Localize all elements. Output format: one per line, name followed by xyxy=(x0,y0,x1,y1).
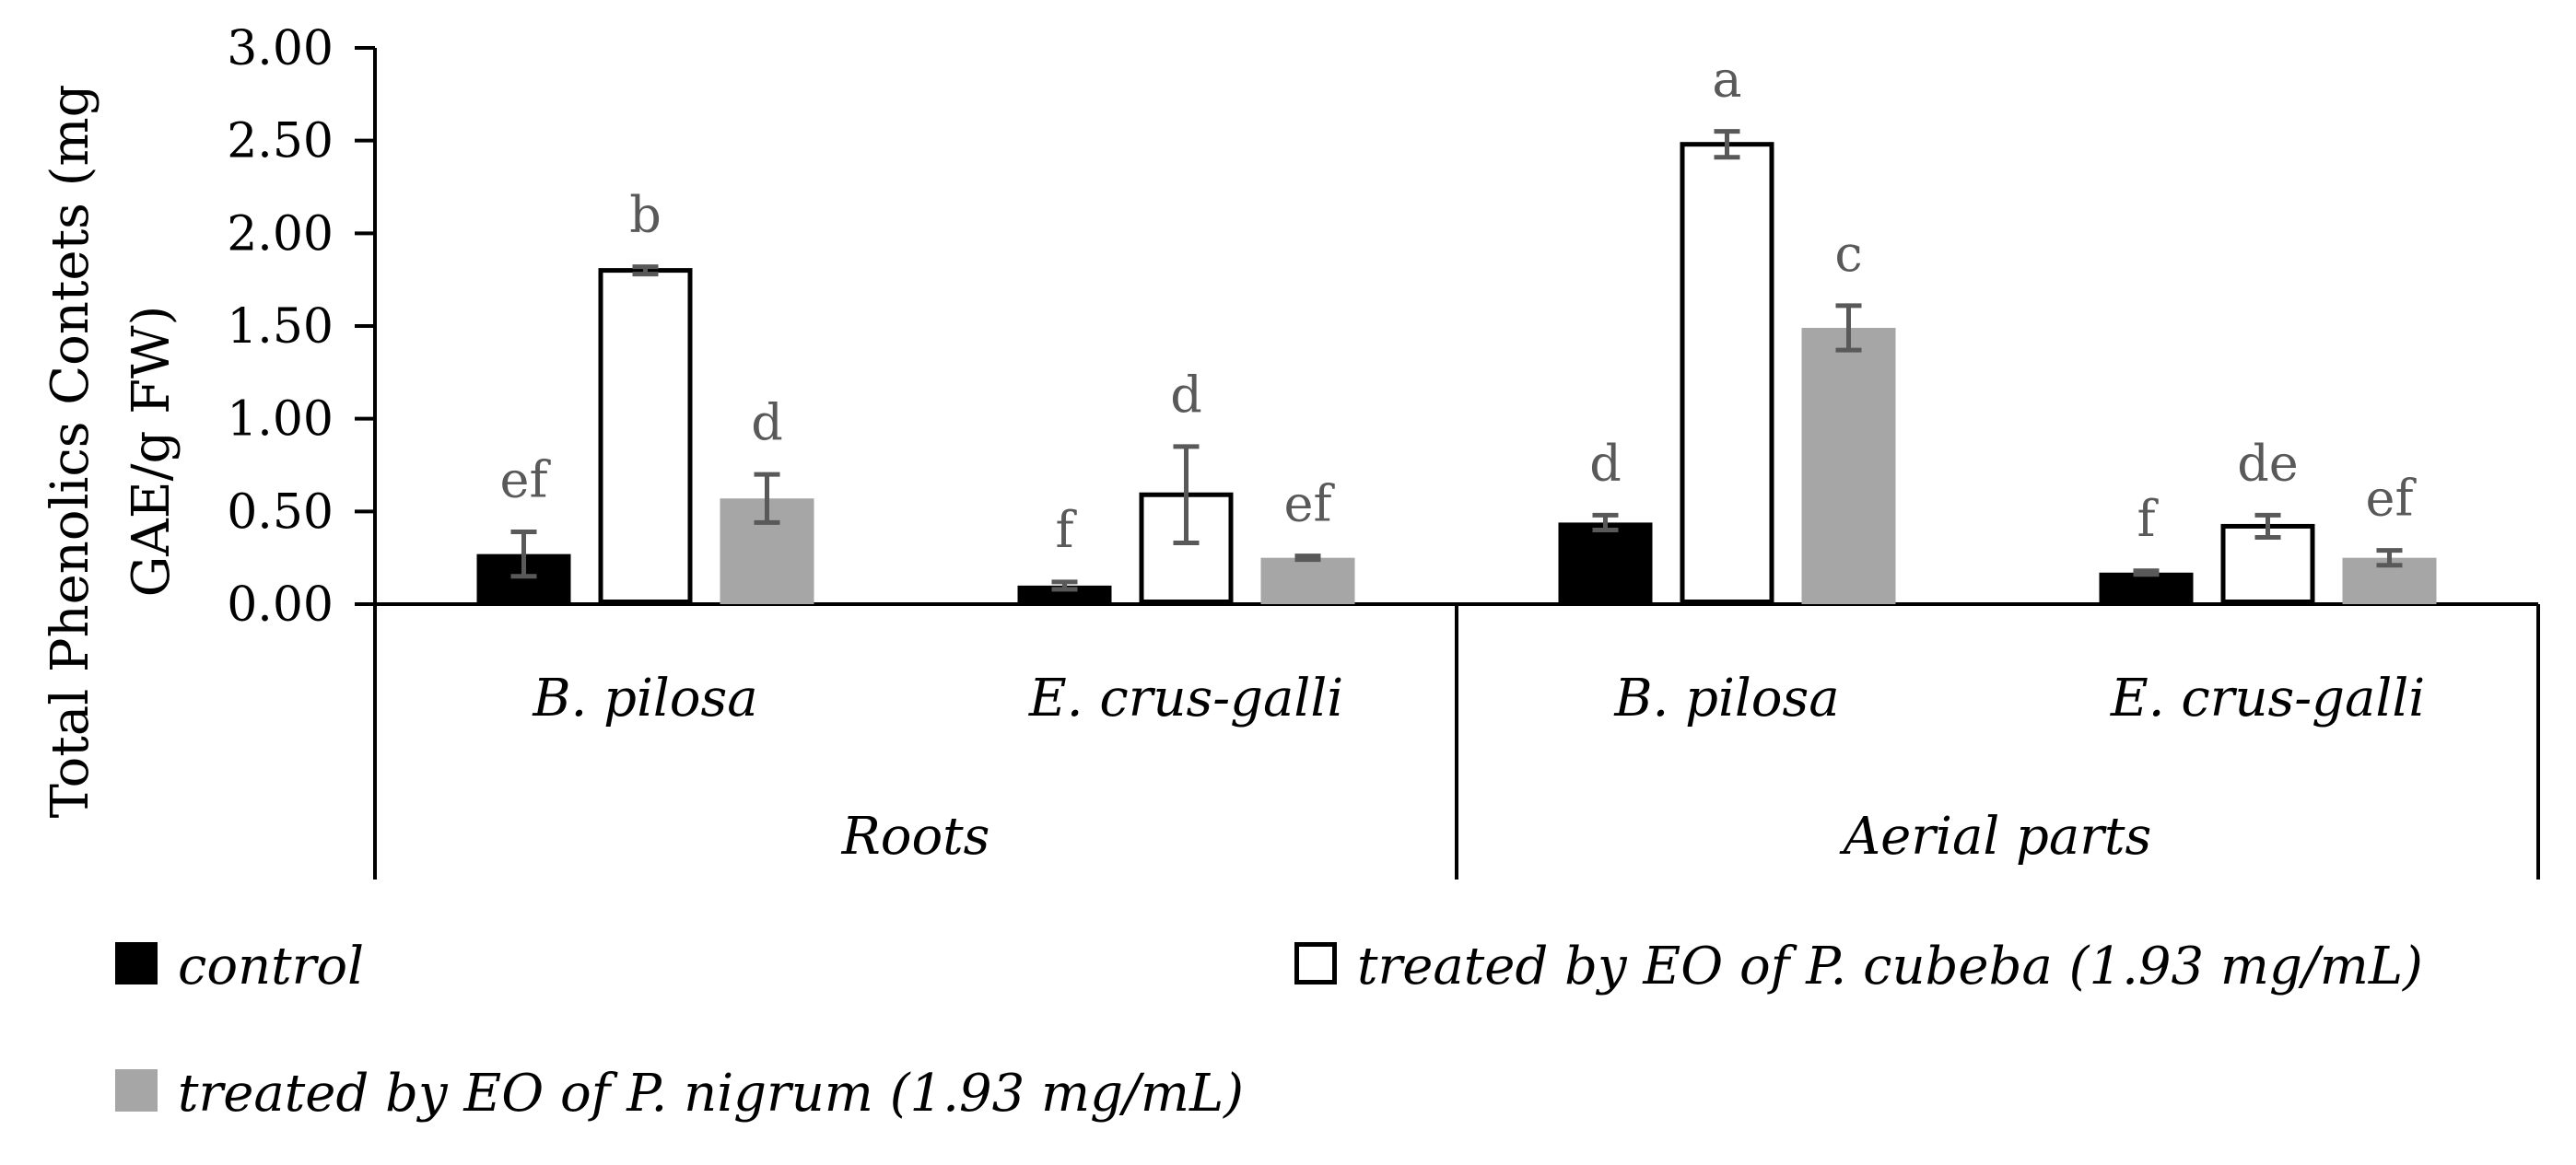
significance-letter: a xyxy=(1712,51,1741,109)
bar xyxy=(1680,142,1774,604)
legend-swatch xyxy=(1294,942,1337,984)
significance-letters: ef b d f d ef d a c f de ef xyxy=(500,51,2418,559)
y-tick-label: 2.50 xyxy=(227,114,334,169)
y-tick-label: 1.50 xyxy=(227,299,334,355)
x-group-label: Aerial parts xyxy=(1839,807,2152,867)
axes xyxy=(373,48,2540,880)
legend-label: control xyxy=(178,937,364,996)
bar xyxy=(1801,328,1896,604)
significance-letter: ef xyxy=(2366,470,2418,528)
y-axis-title: Total Phenolics Contets (mg GAE/g FW) xyxy=(41,85,181,819)
y-axis-title-rotated: Total Phenolics Contets (mg GAE/g FW) xyxy=(41,85,181,819)
bar xyxy=(2099,572,2194,604)
x-category-label: B. pilosa xyxy=(532,669,757,728)
significance-letter: b xyxy=(629,186,662,244)
legend-label: treated by EO of P. nigrum (1.93 mg/mL) xyxy=(178,1064,1244,1124)
legend-swatch xyxy=(115,942,158,984)
x-category-label: E. crus-galli xyxy=(1028,669,1343,728)
significance-letter: ef xyxy=(1284,475,1336,533)
y-tick-label: 1.00 xyxy=(227,392,334,448)
bar xyxy=(1260,557,1355,604)
y-axis-title-line: GAE/g FW) xyxy=(122,306,181,598)
x-axis-categories: B. pilosa E. crus-galli B. pilosa E. crus-g… xyxy=(532,669,2425,728)
y-tick-label: 0.00 xyxy=(227,577,334,633)
y-axis-title-line: Total Phenolics Contets (mg xyxy=(41,85,100,819)
y-tick-label: 3.00 xyxy=(227,21,334,76)
significance-letter: c xyxy=(1834,225,1862,283)
y-axis-ticks: 0.00 0.50 1.00 1.50 2.00 2.50 3.00 xyxy=(227,21,375,633)
legend-label: treated by EO of P. cubeba (1.93 mg/mL) xyxy=(1357,937,2423,996)
bar xyxy=(1017,585,1112,604)
x-axis-groups: Roots Aerial parts xyxy=(841,807,2152,867)
bar xyxy=(1558,522,1653,604)
significance-letter: f xyxy=(1056,501,1078,559)
error-bars xyxy=(510,129,2403,592)
y-tick-label: 2.00 xyxy=(227,206,334,262)
significance-letter: de xyxy=(2237,434,2299,492)
significance-letter: ef xyxy=(500,450,552,508)
x-group-label: Roots xyxy=(841,807,990,867)
y-tick-label: 0.50 xyxy=(227,484,334,540)
x-category-label: B. pilosa xyxy=(1613,669,1839,728)
x-category-label: E. crus-galli xyxy=(2110,669,2425,728)
significance-letter: d xyxy=(751,393,783,451)
bar xyxy=(598,268,693,604)
significance-letter: f xyxy=(2137,490,2160,548)
legend: control treated by EO of P. cubeba (1.93 … xyxy=(115,937,2423,1124)
legend-swatch xyxy=(115,1069,158,1112)
significance-letter: d xyxy=(1589,434,1622,492)
significance-letter: d xyxy=(1170,366,1202,424)
bars xyxy=(476,142,2437,604)
